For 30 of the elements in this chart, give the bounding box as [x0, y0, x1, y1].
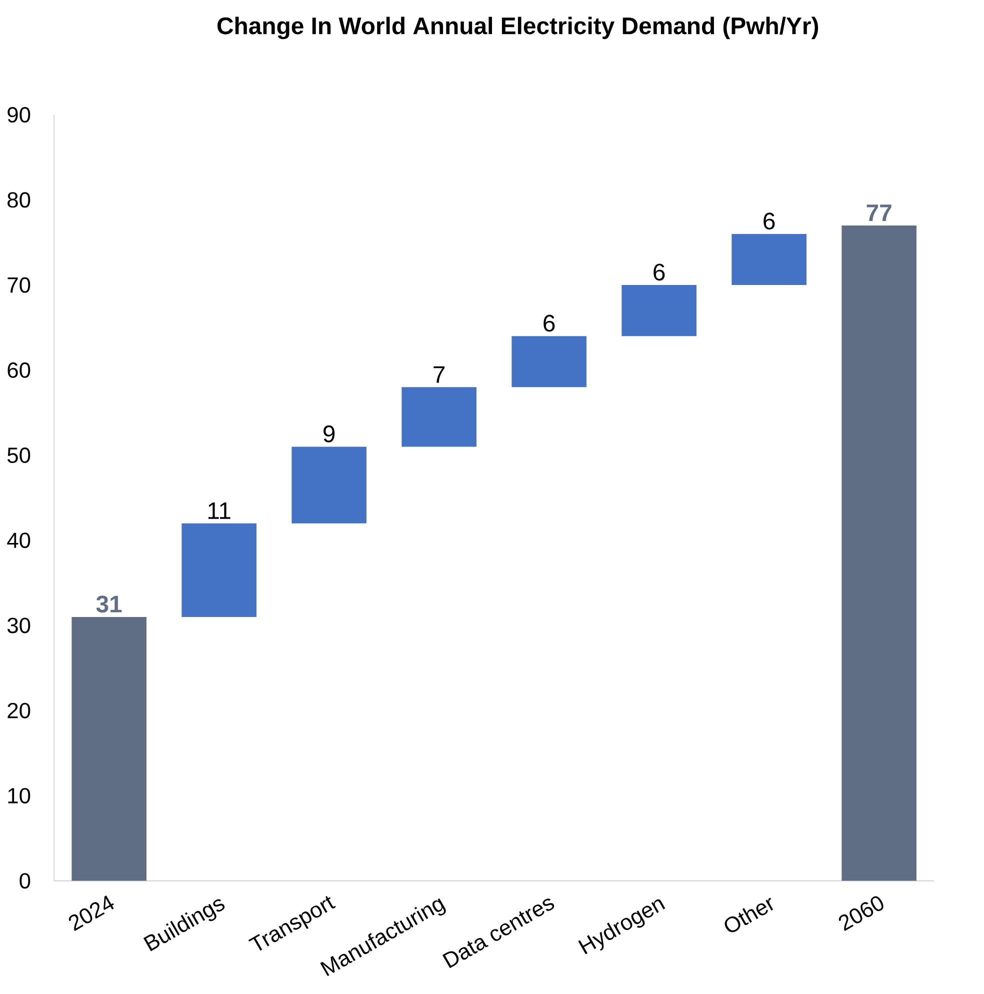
bar [622, 285, 697, 336]
data-label: 31 [96, 596, 122, 613]
y-tick-label: 70 [8, 277, 30, 293]
y-tick-label: 0 [20, 873, 30, 889]
y-tick-label: 50 [8, 448, 30, 464]
x-tick-label: Other [724, 898, 774, 932]
y-tick-label: 80 [8, 192, 30, 208]
x-tick-label: 2024 [68, 895, 114, 931]
bar [842, 225, 917, 881]
data-label: 6 [544, 314, 555, 332]
bar [72, 616, 147, 881]
data-label: 77 [866, 204, 892, 222]
x-tick-label: 2060 [838, 896, 884, 931]
data-label: 11 [208, 502, 230, 519]
bar [182, 523, 257, 617]
bar [732, 234, 807, 286]
data-label: 7 [434, 366, 445, 383]
data-label: 9 [324, 425, 335, 442]
y-tick-label: 20 [8, 702, 30, 718]
data-label: 6 [764, 212, 775, 230]
bar [512, 336, 587, 388]
y-tick-label: 10 [8, 788, 30, 804]
bar [402, 387, 477, 447]
y-tick-label: 90 [8, 107, 30, 123]
bar [292, 446, 367, 524]
y-tick-label: 40 [7, 532, 30, 548]
y-tick-label: 60 [8, 362, 30, 378]
data-label: 6 [654, 264, 665, 281]
y-tick-label: 30 [8, 618, 30, 634]
chart-title: Change In World Annual Electricity Demand (Pwh/Yr) [218, 16, 818, 40]
